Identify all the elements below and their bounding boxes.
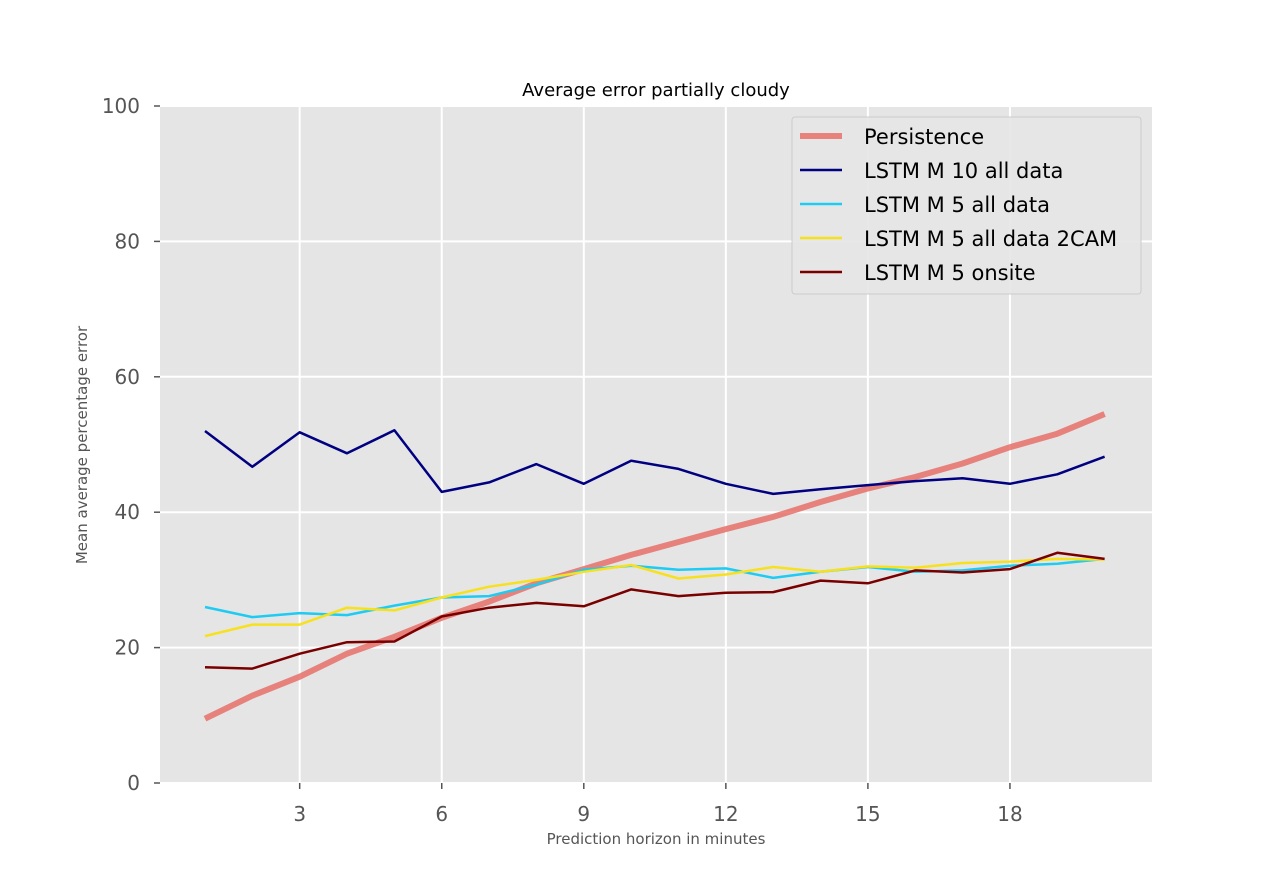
x-tick-label: 9: [577, 802, 590, 826]
x-axis-label: Prediction horizon in minutes: [547, 830, 766, 848]
y-tick-label: 60: [115, 365, 140, 389]
chart-title: Average error partially cloudy: [522, 80, 790, 101]
x-tick-label: 6: [435, 802, 448, 826]
y-tick-label: 80: [115, 229, 140, 253]
legend-label-lstm-m-5-onsite: LSTM M 5 onsite: [864, 261, 1036, 285]
series-line-lstm-m-10-all-data: [204, 429, 1106, 496]
x-tick-label: 15: [855, 802, 880, 826]
series-line-lstm-m-5-all-data: [204, 557, 1105, 619]
y-tick-label: 20: [115, 636, 140, 660]
series-line-persistence: [203, 411, 1106, 722]
y-tick-label: 100: [102, 94, 140, 118]
y-tick-label: 0: [127, 771, 140, 795]
axis-ticks: 0 20 40 60 80 100 3 6 9 12 15 18: [102, 94, 1023, 826]
x-tick-label: 18: [997, 802, 1022, 826]
legend-label-lstm-m-5-all-data-2cam: LSTM M 5 all data 2CAM: [864, 227, 1117, 251]
legend: Persistence LSTM M 10 all data LSTM M 5 al…: [791, 116, 1142, 295]
legend-label-persistence: Persistence: [864, 125, 984, 149]
legend-box: [791, 116, 1142, 295]
series-line-lstm-m-5-all-data-2cam: [204, 557, 1105, 638]
legend-label-lstm-m-10-all-data: LSTM M 10 all data: [864, 159, 1063, 183]
series-lines: [203, 411, 1106, 722]
x-tick-label: 12: [713, 802, 738, 826]
y-axis-label: Mean average percentage error: [73, 325, 91, 564]
legend-label-lstm-m-5-all-data: LSTM M 5 all data: [864, 193, 1050, 217]
y-tick-label: 40: [115, 500, 140, 524]
series-line-lstm-m-5-onsite: [204, 551, 1105, 670]
x-tick-label: 3: [293, 802, 306, 826]
grid: [160, 105, 1152, 784]
